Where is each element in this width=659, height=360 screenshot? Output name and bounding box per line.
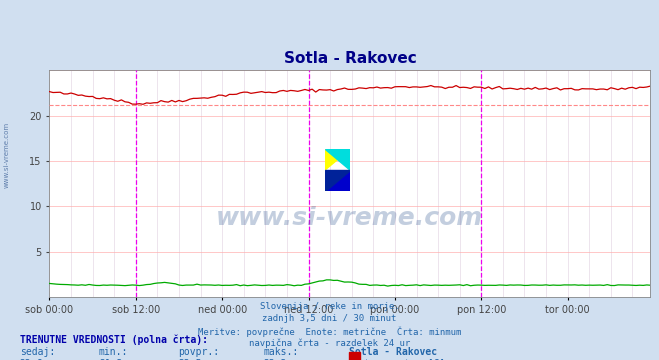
Text: zadnjh 3,5 dni / 30 minut: zadnjh 3,5 dni / 30 minut <box>262 314 397 323</box>
Polygon shape <box>325 149 350 170</box>
Text: 22,5: 22,5 <box>178 359 202 360</box>
Text: navpična črta - razdelek 24 ur: navpična črta - razdelek 24 ur <box>249 338 410 347</box>
Text: 21,2: 21,2 <box>99 359 123 360</box>
Text: www.si-vreme.com: www.si-vreme.com <box>3 122 10 188</box>
Text: 22,6: 22,6 <box>20 359 43 360</box>
Title: Sotla - Rakovec: Sotla - Rakovec <box>283 51 416 66</box>
Text: temperatura[C]: temperatura[C] <box>364 359 446 360</box>
Text: sedaj:: sedaj: <box>20 347 55 357</box>
Text: Sotla - Rakovec: Sotla - Rakovec <box>349 347 438 357</box>
Polygon shape <box>325 149 350 170</box>
Text: TRENUTNE VREDNOSTI (polna črta):: TRENUTNE VREDNOSTI (polna črta): <box>20 334 208 345</box>
Text: Meritve: povprečne  Enote: metrične  Črta: minmum: Meritve: povprečne Enote: metrične Črta:… <box>198 326 461 337</box>
Text: povpr.:: povpr.: <box>178 347 219 357</box>
Polygon shape <box>325 170 350 191</box>
Text: 23,2: 23,2 <box>264 359 287 360</box>
Text: www.si-vreme.com: www.si-vreme.com <box>216 206 484 230</box>
Text: Slovenija / reke in morje.: Slovenija / reke in morje. <box>260 302 399 311</box>
Polygon shape <box>325 170 350 191</box>
Text: min.:: min.: <box>99 347 129 357</box>
Text: maks.:: maks.: <box>264 347 299 357</box>
